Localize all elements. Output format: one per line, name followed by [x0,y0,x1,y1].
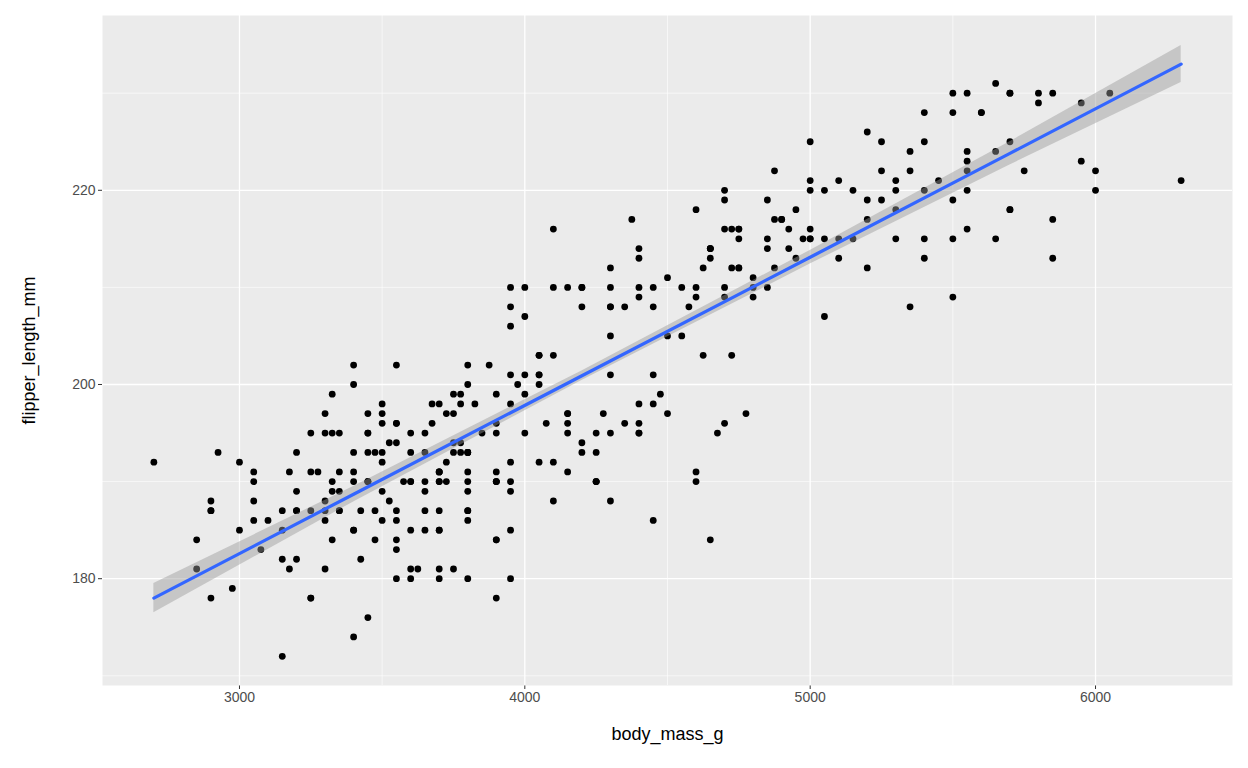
svg-text:5000: 5000 [795,689,826,705]
svg-text:3000: 3000 [224,689,255,705]
svg-text:flipper_length_mm: flipper_length_mm [19,276,40,424]
svg-text:200: 200 [72,376,96,392]
svg-text:220: 220 [72,182,96,198]
svg-text:body_mass_g: body_mass_g [611,724,723,745]
svg-text:4000: 4000 [509,689,540,705]
svg-text:180: 180 [72,570,96,586]
svg-text:6000: 6000 [1080,689,1111,705]
